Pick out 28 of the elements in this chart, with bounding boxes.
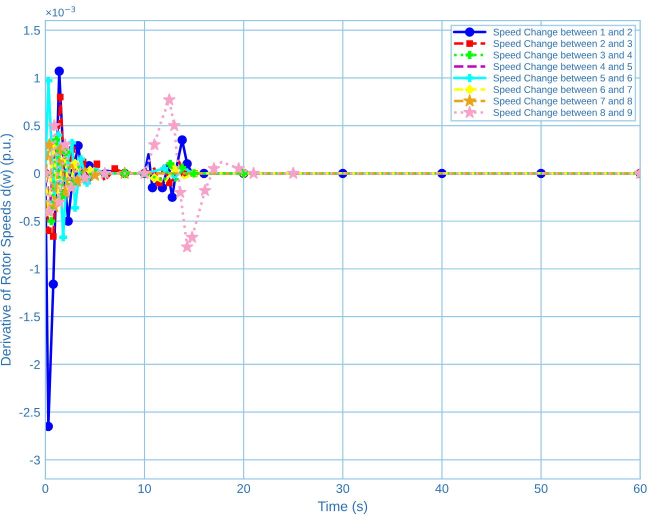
- y-tick-label: -2.5: [20, 408, 40, 417]
- y-tick-label: 0.5: [24, 121, 40, 130]
- y-tick-label: -0.5: [20, 216, 40, 226]
- legend-label: Speed Change between 2 and 3: [493, 40, 632, 49]
- legend-label: Speed Change between 8 and 9: [493, 108, 632, 118]
- x-tick-label: 30: [336, 484, 350, 493]
- y-tick-label: 1: [34, 74, 40, 82]
- y-tick-label: -1: [30, 264, 40, 274]
- x-tick-label: 10: [138, 484, 151, 493]
- legend-label: Speed Change between 7 and 8: [493, 97, 632, 106]
- y-tick-label: -2: [30, 360, 40, 369]
- x-axis-title: Time (s): [318, 501, 368, 514]
- x-tick-label: 50: [534, 484, 548, 493]
- legend-label: Speed Change between 1 and 2: [493, 28, 632, 38]
- y-tick-label: 1.5: [24, 26, 40, 35]
- legend-label: Speed Change between 5 and 6: [493, 74, 632, 84]
- legend-label: Speed Change between 3 and 4: [493, 51, 632, 60]
- x-tick-label: 0: [42, 484, 48, 493]
- legend-label: Speed Change between 6 and 7: [493, 86, 632, 95]
- x-tick-label: 60: [634, 484, 647, 493]
- legend-label: Speed Change between 4 and 5: [493, 62, 632, 72]
- y-tick-label: 0: [34, 169, 40, 178]
- y-tick-label: -1.5: [20, 312, 40, 322]
- text: ×10$^{−3}$: [46, 6, 76, 16]
- y-tick-label: -3: [30, 456, 40, 465]
- x-tick-label: 40: [435, 484, 448, 493]
- y-axis-title: Derivative of Rotor Speeds d(w) (p.u.): [0, 134, 14, 366]
- x-tick-label: 20: [237, 484, 250, 493]
